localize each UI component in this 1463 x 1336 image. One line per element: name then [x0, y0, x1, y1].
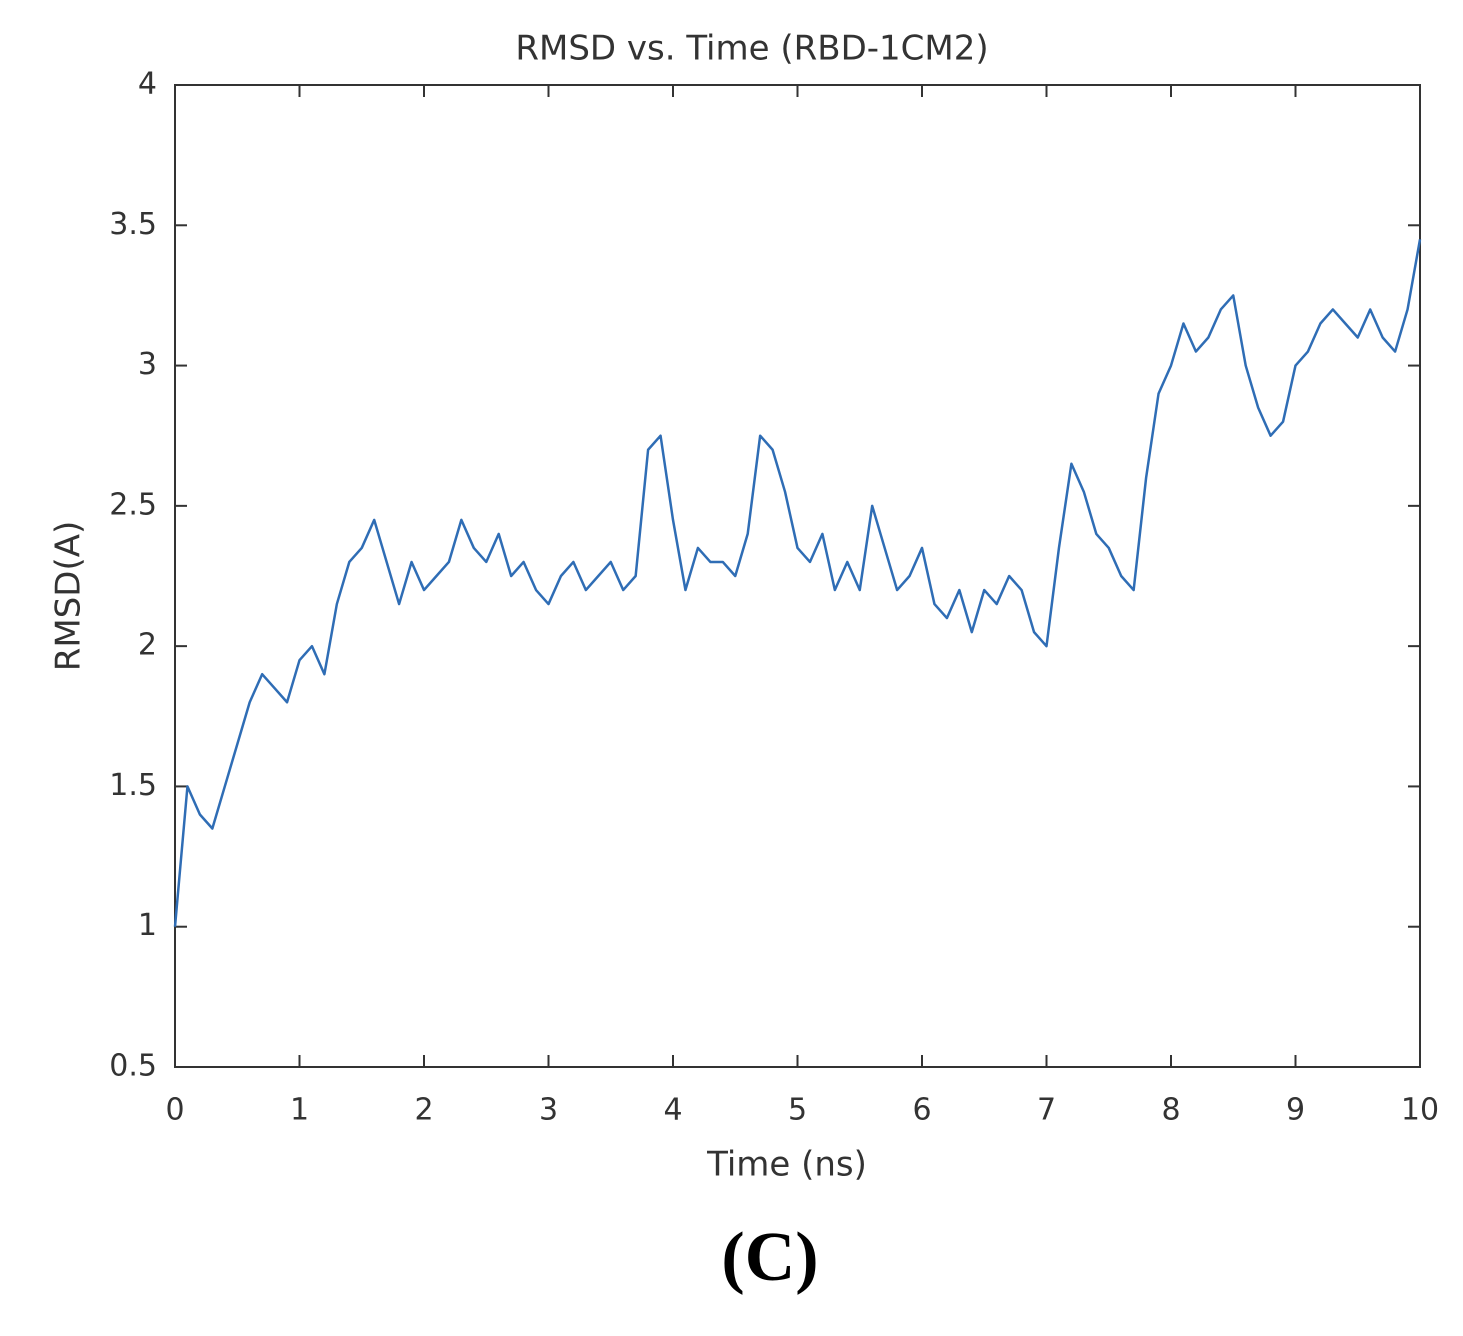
x-tick-label: 5 [788, 1093, 807, 1128]
panel-label: (C) [721, 1219, 818, 1296]
x-axis-label: Time (ns) [706, 1145, 867, 1185]
x-tick-label: 9 [1286, 1093, 1305, 1128]
x-tick-label: 7 [1037, 1093, 1056, 1128]
y-tick-label: 0.5 [109, 1049, 157, 1084]
y-tick-label: 1.5 [109, 768, 157, 803]
x-tick-label: 1 [290, 1093, 309, 1128]
y-tick-label: 3 [138, 347, 157, 382]
x-tick-label: 6 [912, 1093, 931, 1128]
x-tick-label: 10 [1401, 1093, 1439, 1128]
x-tick-label: 0 [165, 1093, 184, 1128]
x-tick-label: 8 [1161, 1093, 1180, 1128]
data-line [173, 239, 1422, 927]
y-tick-label: 1 [138, 908, 157, 943]
y-tick-label: 2 [138, 628, 157, 663]
plot-frame [174, 84, 1421, 1068]
y-axis-label: RMSD(A) [49, 521, 89, 672]
x-tick-label: 2 [414, 1093, 433, 1128]
x-tick-label: 3 [539, 1093, 558, 1128]
y-tick-label: 2.5 [109, 487, 157, 522]
y-tick-label: 3.5 [109, 207, 157, 242]
x-tick-label: 4 [663, 1093, 682, 1128]
y-tick-label: 4 [138, 67, 157, 102]
chart-title: RMSD vs. Time (RBD-1CM2) [515, 29, 988, 69]
